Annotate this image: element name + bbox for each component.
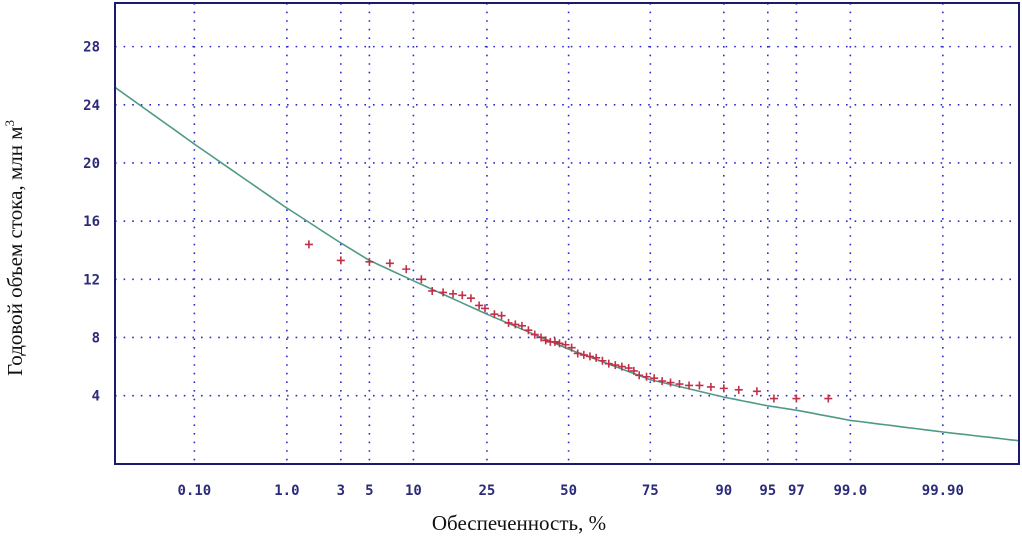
- x-axis-title: Обеспеченность, %: [432, 511, 606, 535]
- data-point: [417, 275, 426, 284]
- fitted-curve: [114, 86, 1020, 442]
- x-tick-label: 75: [642, 483, 659, 499]
- data-point: [617, 362, 626, 371]
- data-point: [658, 377, 667, 386]
- x-tick-label: 99.0: [833, 483, 867, 499]
- x-tick-label: 50: [560, 483, 577, 499]
- plot-frame: [114, 2, 1020, 465]
- data-point: [511, 320, 520, 329]
- data-point: [517, 321, 526, 330]
- data-point: [561, 340, 570, 349]
- y-axis-title-text: Годовой объем стока, млн м: [3, 127, 27, 377]
- data-point: [428, 286, 437, 295]
- data-point: [792, 394, 801, 403]
- data-point: [537, 333, 546, 342]
- x-tick-label: 5: [365, 483, 373, 499]
- data-point: [585, 352, 594, 361]
- data-point: [524, 326, 533, 335]
- data-point: [336, 256, 345, 265]
- data-point: [504, 318, 513, 327]
- x-tick-label: 3: [337, 483, 345, 499]
- y-tick-label: 8: [92, 330, 100, 346]
- data-point: [555, 339, 564, 348]
- data-point: [611, 361, 620, 370]
- y-tick-label: 12: [83, 272, 100, 288]
- y-tick-label: 24: [83, 98, 100, 114]
- data-point: [365, 257, 374, 266]
- data-point: [719, 384, 728, 393]
- data-point: [629, 366, 638, 375]
- y-tick-label: 20: [83, 156, 100, 172]
- data-points: [304, 240, 833, 403]
- data-point: [824, 394, 833, 403]
- data-point: [449, 289, 458, 298]
- data-point: [541, 336, 550, 345]
- data-point: [685, 381, 694, 390]
- data-point: [466, 294, 475, 303]
- x-tick-label: 90: [715, 483, 732, 499]
- y-axis-title: Годовой объем стока, млн м3: [2, 120, 27, 376]
- data-point: [573, 349, 582, 358]
- grid-lines: [115, 3, 1019, 464]
- x-tick-label: 0.10: [178, 483, 212, 499]
- y-tick-label: 16: [83, 214, 100, 230]
- data-point: [752, 387, 761, 396]
- data-point: [579, 350, 588, 359]
- data-point: [567, 343, 576, 352]
- data-point: [695, 381, 704, 390]
- x-tick-labels: 0.10 1.0 3 5 10 25 50 75 90 95 97 99.0 99.90: [178, 483, 964, 499]
- x-tick-label: 1.0: [274, 483, 299, 499]
- y-tick-labels: 4 8 12 16 20 24 28: [83, 40, 100, 405]
- data-point: [458, 291, 467, 300]
- data-point: [706, 382, 715, 391]
- data-point: [675, 380, 684, 389]
- data-point: [490, 310, 499, 319]
- data-point: [734, 385, 743, 394]
- x-tick-label: 25: [478, 483, 495, 499]
- data-point: [769, 394, 778, 403]
- data-point: [642, 372, 651, 381]
- x-tick-label: 95: [759, 483, 776, 499]
- data-point: [666, 378, 675, 387]
- data-point: [481, 304, 490, 313]
- data-point: [650, 374, 659, 383]
- data-point: [598, 356, 607, 365]
- data-point: [530, 330, 539, 339]
- x-tick-label: 97: [788, 483, 805, 499]
- data-point: [550, 337, 559, 346]
- data-point: [475, 301, 484, 310]
- y-tick-label: 28: [83, 40, 100, 56]
- data-point: [592, 353, 601, 362]
- data-point: [497, 311, 506, 320]
- data-point: [624, 364, 633, 373]
- data-point: [402, 265, 411, 274]
- y-tick-label: 4: [92, 389, 100, 405]
- data-point: [635, 371, 644, 380]
- data-point: [304, 240, 313, 249]
- data-point: [385, 259, 394, 268]
- x-tick-label: 10: [405, 483, 422, 499]
- data-point: [604, 359, 613, 368]
- x-tick-label: 99.90: [922, 483, 964, 499]
- data-point: [439, 288, 448, 297]
- y-axis-title-superscript: 3: [2, 120, 17, 127]
